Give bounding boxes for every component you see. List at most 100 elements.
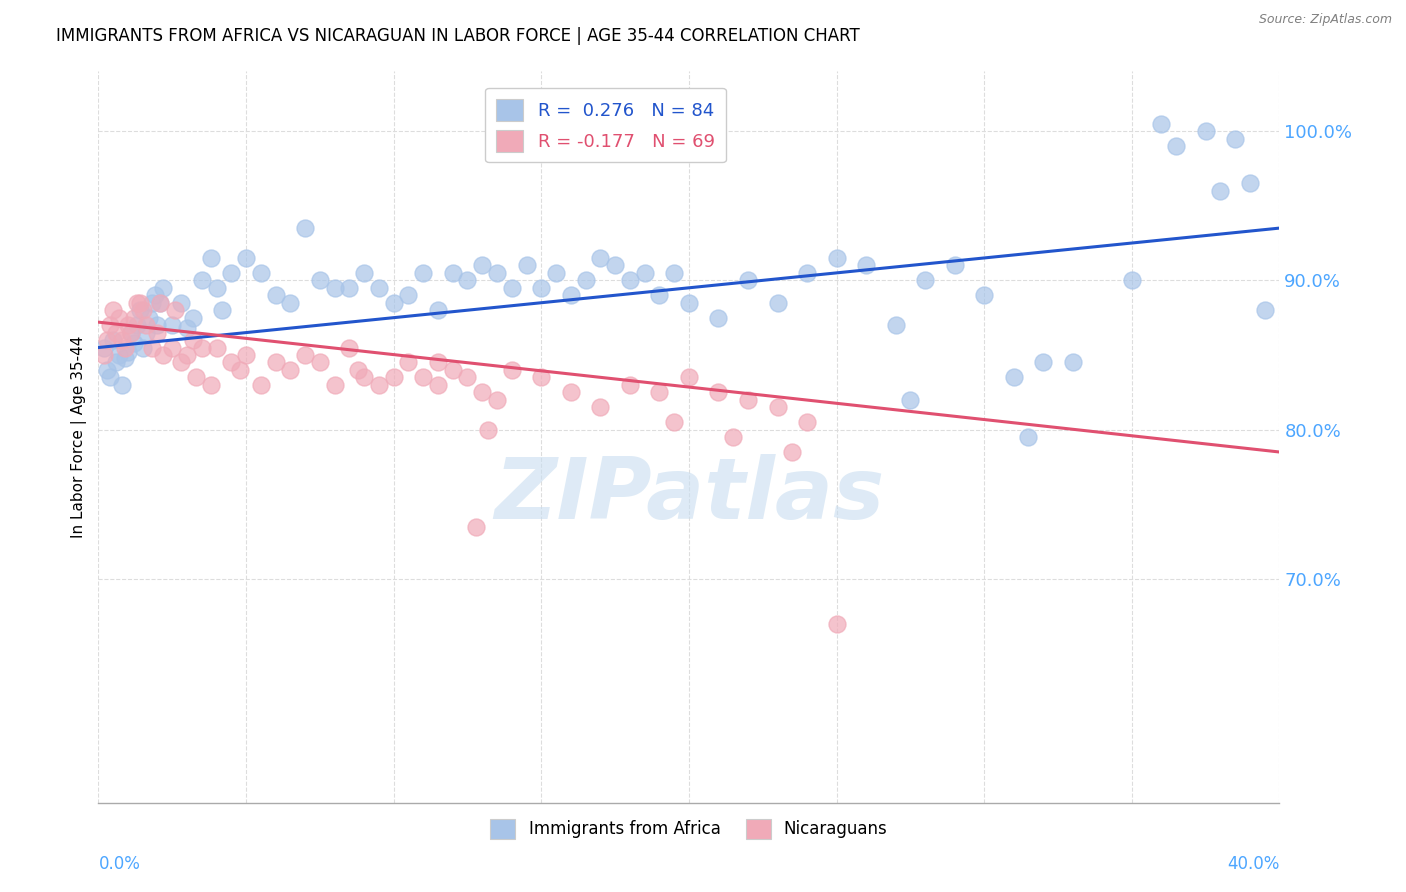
Point bbox=[619, 273, 641, 287]
Point bbox=[589, 401, 612, 415]
Point bbox=[530, 370, 553, 384]
Point bbox=[96, 333, 118, 347]
Point bbox=[111, 377, 134, 392]
Point bbox=[501, 363, 523, 377]
Text: 40.0%: 40.0% bbox=[1227, 855, 1279, 873]
Point bbox=[1002, 370, 1025, 384]
Point bbox=[122, 310, 145, 325]
Point bbox=[530, 281, 553, 295]
Point bbox=[796, 415, 818, 429]
Point bbox=[427, 303, 450, 318]
Point bbox=[884, 318, 907, 332]
Point bbox=[382, 295, 405, 310]
Point bbox=[235, 251, 257, 265]
Point bbox=[294, 348, 316, 362]
Legend: Immigrants from Africa, Nicaraguans: Immigrants from Africa, Nicaraguans bbox=[484, 812, 894, 846]
Point bbox=[353, 370, 375, 384]
Text: IMMIGRANTS FROM AFRICA VS NICARAGUAN IN LABOR FORCE | AGE 35-44 CORRELATION CHAR: IMMIGRANTS FROM AFRICA VS NICARAGUAN IN … bbox=[56, 27, 860, 45]
Point bbox=[471, 385, 494, 400]
Point bbox=[441, 363, 464, 377]
Point bbox=[125, 318, 148, 332]
Point bbox=[114, 351, 136, 365]
Point bbox=[98, 318, 121, 332]
Point bbox=[766, 401, 789, 415]
Point bbox=[664, 415, 686, 429]
Point bbox=[162, 341, 183, 355]
Point bbox=[560, 385, 582, 400]
Point bbox=[108, 310, 131, 325]
Point bbox=[181, 310, 204, 325]
Point bbox=[501, 281, 523, 295]
Point bbox=[707, 385, 730, 400]
Point bbox=[1225, 131, 1247, 145]
Point bbox=[250, 377, 273, 392]
Point bbox=[221, 266, 243, 280]
Point bbox=[465, 519, 488, 533]
Point bbox=[264, 288, 287, 302]
Point bbox=[1254, 303, 1277, 318]
Point bbox=[122, 336, 145, 351]
Point bbox=[516, 259, 538, 273]
Point bbox=[678, 370, 700, 384]
Text: Source: ZipAtlas.com: Source: ZipAtlas.com bbox=[1258, 13, 1392, 27]
Point bbox=[648, 385, 671, 400]
Point bbox=[353, 266, 375, 280]
Point bbox=[368, 377, 391, 392]
Point bbox=[347, 363, 370, 377]
Point bbox=[382, 370, 405, 384]
Point bbox=[323, 377, 346, 392]
Point bbox=[128, 295, 150, 310]
Point bbox=[264, 355, 287, 369]
Point bbox=[93, 341, 115, 355]
Point bbox=[141, 295, 163, 310]
Point bbox=[200, 377, 222, 392]
Point bbox=[471, 259, 494, 273]
Text: ZIPatlas: ZIPatlas bbox=[494, 454, 884, 537]
Point bbox=[128, 303, 150, 318]
Point bbox=[707, 310, 730, 325]
Point bbox=[855, 259, 877, 273]
Point bbox=[457, 273, 479, 287]
Point bbox=[723, 430, 745, 444]
Point bbox=[132, 341, 155, 355]
Point bbox=[221, 355, 243, 369]
Point bbox=[825, 616, 848, 631]
Point bbox=[309, 355, 332, 369]
Point bbox=[200, 251, 222, 265]
Point bbox=[766, 295, 789, 310]
Point bbox=[546, 266, 568, 280]
Point bbox=[149, 295, 172, 310]
Point bbox=[412, 266, 434, 280]
Point bbox=[211, 303, 233, 318]
Point bbox=[176, 348, 198, 362]
Point bbox=[98, 370, 121, 384]
Point bbox=[664, 266, 686, 280]
Point bbox=[605, 259, 627, 273]
Point bbox=[634, 266, 657, 280]
Point bbox=[205, 281, 228, 295]
Point bbox=[191, 341, 214, 355]
Point bbox=[96, 363, 118, 377]
Point bbox=[165, 303, 187, 318]
Point bbox=[900, 392, 922, 407]
Point bbox=[427, 355, 450, 369]
Point bbox=[796, 266, 818, 280]
Point bbox=[105, 326, 128, 340]
Point bbox=[973, 288, 995, 302]
Point bbox=[782, 445, 804, 459]
Point bbox=[1239, 177, 1261, 191]
Point bbox=[105, 355, 128, 369]
Point bbox=[648, 288, 671, 302]
Point bbox=[138, 310, 160, 325]
Point bbox=[737, 273, 759, 287]
Point bbox=[141, 341, 163, 355]
Point bbox=[146, 318, 169, 332]
Point bbox=[1018, 430, 1040, 444]
Point bbox=[619, 377, 641, 392]
Point bbox=[339, 281, 361, 295]
Point bbox=[323, 281, 346, 295]
Point bbox=[117, 318, 139, 332]
Point bbox=[1150, 117, 1173, 131]
Point bbox=[280, 363, 302, 377]
Point bbox=[560, 288, 582, 302]
